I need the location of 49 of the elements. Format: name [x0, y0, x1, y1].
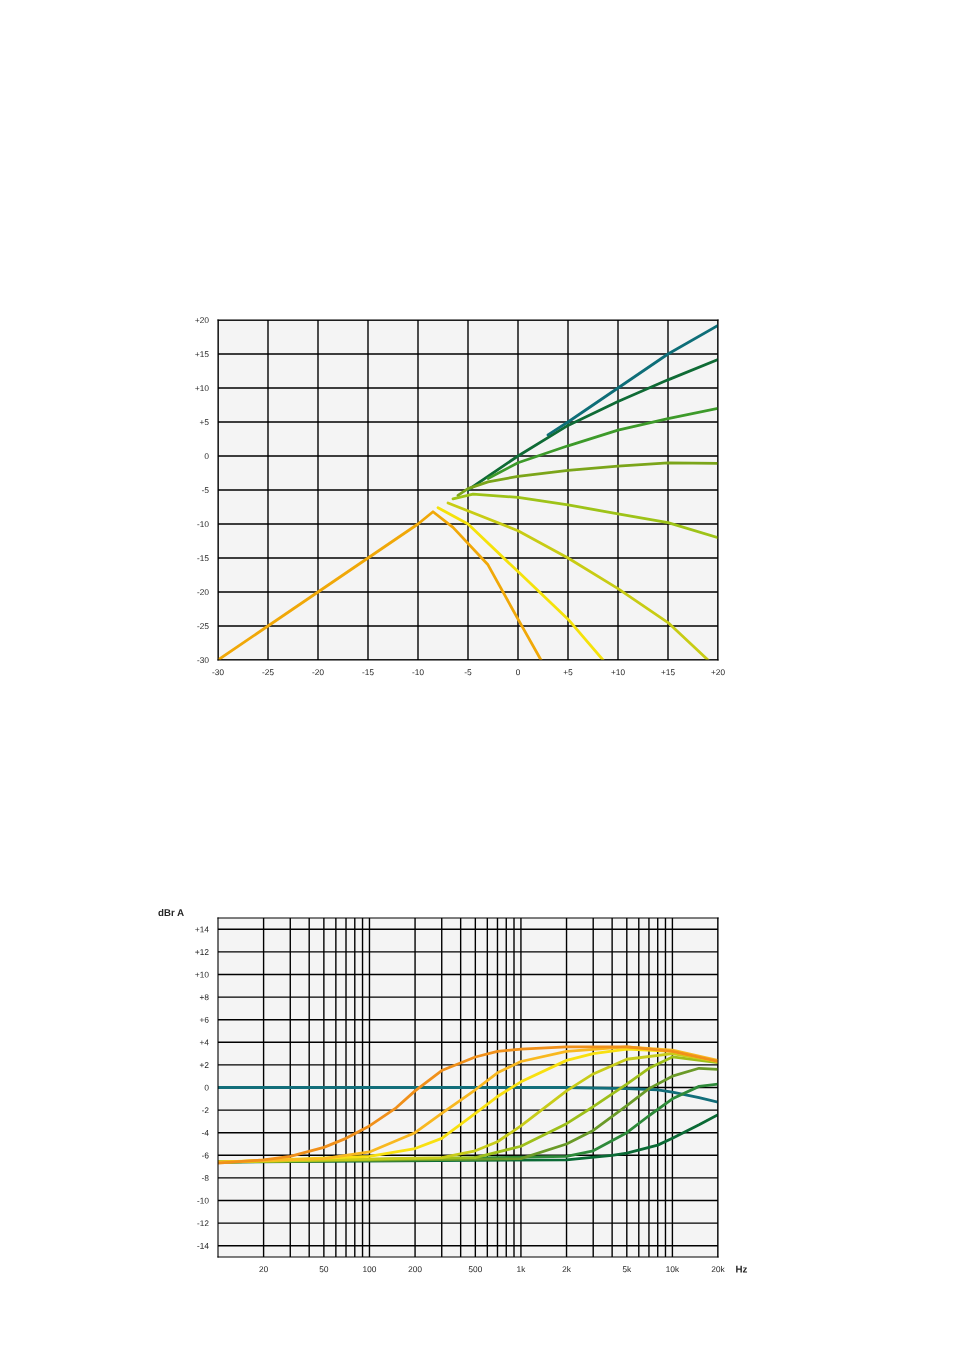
- x-tick-label: 200: [408, 1266, 422, 1273]
- y-tick-label: -14: [197, 1242, 209, 1249]
- x-tick-label: 20k: [711, 1266, 725, 1273]
- y-tick-label: -15: [197, 555, 209, 562]
- x-tick-label: 0: [516, 669, 520, 676]
- x-tick-label: -5: [464, 669, 472, 676]
- x-tick-label: -10: [412, 669, 424, 676]
- x-tick-label: -30: [212, 669, 224, 676]
- y-tick-label: +12: [195, 949, 209, 955]
- y-tick-label: -30: [197, 657, 209, 664]
- y-tick-label: +8: [199, 994, 209, 1001]
- x-tick-label: +5: [563, 669, 573, 676]
- x-tick-label: -15: [362, 669, 374, 676]
- x-axis-title: Hz: [736, 1265, 748, 1273]
- y-tick-label: +14: [195, 926, 209, 933]
- y-tick-label: -10: [197, 521, 209, 528]
- x-tick-label: 50: [319, 1266, 329, 1273]
- y-tick-label: +15: [195, 351, 209, 358]
- x-tick-label: 20: [259, 1266, 268, 1273]
- x-tick-label: 1k: [517, 1266, 526, 1273]
- x-tick-label: 500: [468, 1266, 482, 1273]
- y-tick-label: -4: [201, 1129, 209, 1136]
- x-tick-label: 5k: [622, 1266, 632, 1273]
- y-tick-label: +5: [199, 419, 209, 426]
- y-tick-label: -6: [201, 1152, 209, 1159]
- y-tick-label: +10: [195, 971, 209, 978]
- x-tick-label: -25: [262, 669, 274, 676]
- y-tick-label: -5: [201, 487, 209, 494]
- x-tick-label: +10: [611, 669, 625, 676]
- y-tick-label: -20: [197, 589, 209, 596]
- y-tick-label: +10: [195, 385, 209, 392]
- y-tick-label: -8: [201, 1175, 209, 1181]
- x-tick-label: 2k: [562, 1266, 571, 1273]
- x-tick-label: 10k: [666, 1266, 680, 1273]
- y-tick-label: 0: [204, 453, 209, 460]
- y-tick-label: +6: [199, 1016, 209, 1023]
- y-axis-title: dBr A: [158, 908, 184, 917]
- y-tick-label: -12: [197, 1220, 209, 1227]
- y-tick-label: -2: [201, 1107, 209, 1114]
- x-tick-label: 100: [363, 1266, 377, 1273]
- y-tick-label: +20: [195, 317, 209, 324]
- x-tick-label: +20: [711, 669, 725, 676]
- x-tick-label: -20: [312, 669, 324, 676]
- y-tick-label: 0: [204, 1084, 209, 1091]
- y-tick-label: -10: [197, 1197, 209, 1204]
- y-tick-label: +2: [199, 1062, 209, 1068]
- y-tick-label: -25: [197, 623, 209, 630]
- y-tick-label: +4: [199, 1039, 209, 1046]
- x-tick-label: +15: [661, 669, 675, 676]
